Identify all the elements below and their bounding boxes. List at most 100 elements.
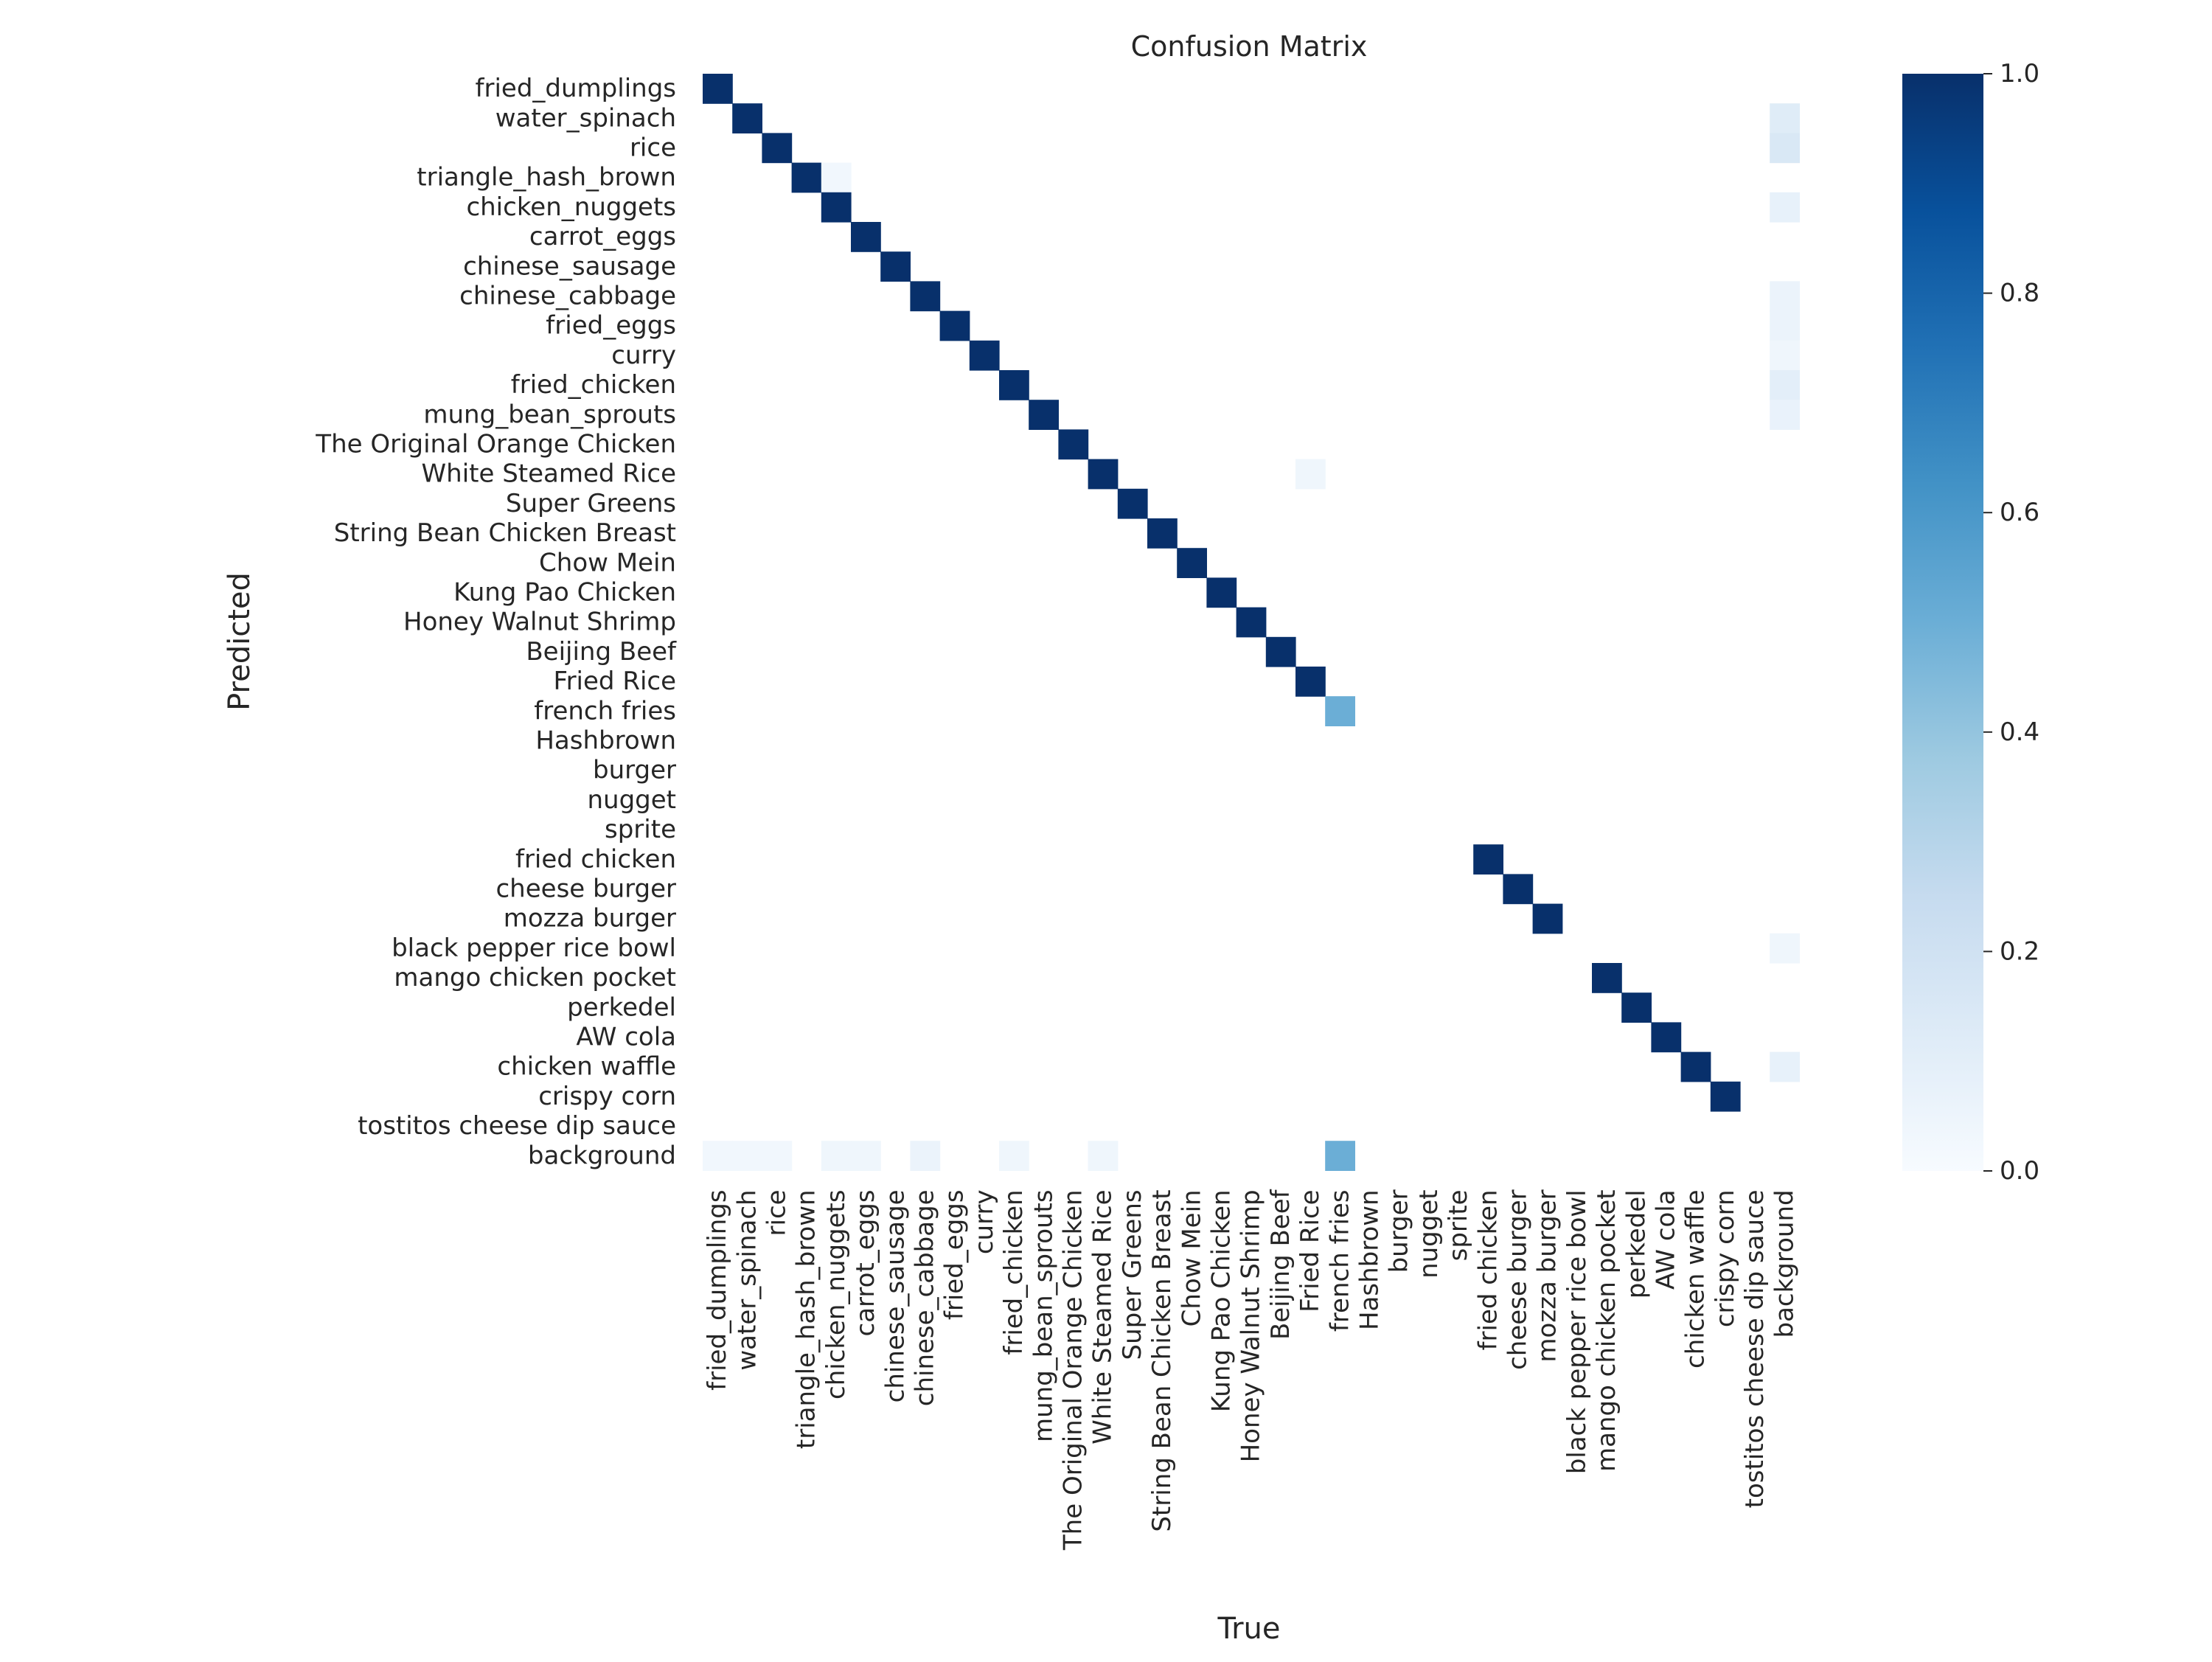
heatmap-cell-white-steamed-rice--white-steamed-rice <box>1088 459 1119 490</box>
heatmap-cell-background--rice <box>762 1141 793 1171</box>
y-tick-label: sprite <box>605 815 676 844</box>
heatmap-cell-chicken-nuggets--background <box>1770 192 1800 223</box>
x-tick-label: tostitos cheese dip sauce <box>1740 1189 1770 1508</box>
x-tick-label: fried_chicken <box>999 1189 1029 1355</box>
colorbar <box>1902 74 1983 1171</box>
heatmap-cell-triangle-hash-brown--triangle-hash-brown <box>791 162 822 193</box>
y-tick-label: chicken waffle <box>497 1052 676 1082</box>
x-tick-label: Honey Walnut Shrimp <box>1237 1189 1266 1462</box>
heatmap-cell-cheese-burger--cheese-burger <box>1503 874 1534 905</box>
colorbar-tick-label: 1.0 <box>2000 59 2039 88</box>
y-tick-label: mung_bean_sprouts <box>423 400 676 429</box>
x-tick-label: black pepper rice bowl <box>1562 1189 1592 1474</box>
heatmap-cell-mung-bean-sprouts--mung-bean-sprouts <box>1029 400 1059 430</box>
heatmap-cell-chinese-sausage--chinese-sausage <box>880 251 911 282</box>
x-tick-label: mango chicken pocket <box>1592 1189 1621 1472</box>
chart-title: Confusion Matrix <box>1131 30 1368 63</box>
y-tick-label: triangle_hash_brown <box>417 163 676 192</box>
heatmap-cell-fried-eggs--background <box>1770 310 1800 341</box>
colorbar-tick-label: 0.2 <box>2000 936 2039 966</box>
x-tick-label: chinese_cabbage <box>911 1189 940 1406</box>
heatmap-cell-honey-walnut-shrimp--honey-walnut-shrimp <box>1236 607 1267 638</box>
heatmap-cell-perkedel--perkedel <box>1621 992 1652 1023</box>
y-tick-label: AW cola <box>576 1023 676 1052</box>
heatmap-cell-background--french-fries <box>1325 1141 1355 1171</box>
heatmap-cell-background--carrot-eggs <box>851 1141 881 1171</box>
heatmap-cell-rice--rice <box>762 133 793 164</box>
x-axis-label: True <box>1217 1612 1281 1646</box>
y-axis-tick-labels: fried_dumplingswater_spinachricetriangle… <box>315 74 677 1170</box>
y-tick-label: Kung Pao Chicken <box>453 578 676 608</box>
x-tick-label: The Original Orange Chicken <box>1059 1189 1088 1551</box>
y-tick-label: White Steamed Rice <box>422 459 676 489</box>
x-tick-label: chicken waffle <box>1681 1189 1711 1369</box>
y-tick-label: background <box>528 1141 676 1170</box>
x-tick-label: chicken_nuggets <box>821 1189 851 1400</box>
y-tick-label: Chow Mein <box>539 548 676 577</box>
y-tick-label: nugget <box>587 785 676 815</box>
heatmap-cell-fried-chicken--fried-chicken <box>999 370 1029 400</box>
heatmap-cell-fried-dumplings--fried-dumplings <box>703 74 733 104</box>
x-tick-label: sprite <box>1444 1189 1473 1261</box>
x-tick-label: fried_dumplings <box>703 1189 732 1390</box>
y-tick-label: water_spinach <box>495 103 676 133</box>
y-tick-label: burger <box>593 756 676 785</box>
x-tick-label: String Bean Chicken Breast <box>1147 1189 1177 1531</box>
heatmap-cell-background--white-steamed-rice <box>1088 1141 1119 1171</box>
x-tick-label: carrot_eggs <box>851 1189 880 1336</box>
heatmap-cell-carrot-eggs--carrot-eggs <box>851 222 881 252</box>
y-tick-label: curry <box>611 341 676 370</box>
heatmap-cell-fried-chicken--background <box>1770 370 1800 400</box>
heatmap-cell-water-spinach--background <box>1770 103 1800 133</box>
colorbar-tick-label: 0.4 <box>2000 717 2039 747</box>
y-tick-label: Hashbrown <box>535 726 676 756</box>
heatmap-cell-chicken-nuggets--chicken-nuggets <box>821 192 852 223</box>
x-tick-label: Beijing Beef <box>1266 1189 1295 1340</box>
y-tick-label: chinese_cabbage <box>459 282 676 311</box>
y-tick-label: black pepper rice bowl <box>392 933 676 963</box>
y-tick-label: tostitos cheese dip sauce <box>358 1111 676 1141</box>
y-tick-label: String Bean Chicken Breast <box>334 518 676 548</box>
y-tick-label: chicken_nuggets <box>466 192 676 222</box>
colorbar-ticks: 0.0 0.2 0.4 0.6 0.8 1.0 <box>1983 59 2039 1186</box>
x-axis-tick-labels: fried_dumplings water_spinach rice triangle… <box>703 1189 1799 1551</box>
y-tick-label: Super Greens <box>506 489 676 518</box>
heatmap-cell-background--chicken-nuggets <box>821 1141 852 1171</box>
x-tick-label: triangle_hash_brown <box>792 1189 821 1449</box>
colorbar-tick-label: 0.0 <box>2000 1156 2039 1186</box>
x-tick-label: burger <box>1385 1189 1414 1273</box>
y-tick-label: chinese_sausage <box>463 251 676 281</box>
y-axis-label: Predicted <box>223 572 257 711</box>
x-tick-label: perkedel <box>1621 1189 1651 1298</box>
heatmap-cell-chinese-cabbage--chinese-cabbage <box>910 281 941 312</box>
heatmap-cell-the-original-orange-chicken--the-original-orange-chicken <box>1058 429 1089 460</box>
x-tick-label: curry <box>970 1189 999 1254</box>
x-tick-label: fried chicken <box>1473 1189 1503 1350</box>
x-tick-label: Kung Pao Chicken <box>1207 1189 1237 1412</box>
x-tick-label: rice <box>762 1189 792 1236</box>
x-tick-label: french fries <box>1325 1189 1354 1332</box>
y-tick-label: Beijing Beef <box>526 637 677 667</box>
heatmap-cell-mango-chicken-pocket--mango-chicken-pocket <box>1592 963 1622 993</box>
heatmap-cell-white-steamed-rice--fried-rice <box>1295 459 1326 490</box>
y-tick-label: fried_chicken <box>511 370 676 400</box>
heatmap-cell-chicken-waffle--chicken-waffle <box>1680 1051 1711 1082</box>
heatmap-cell-chicken-waffle--background <box>1770 1051 1800 1082</box>
y-tick-label: Fried Rice <box>554 667 677 696</box>
x-tick-label: AW cola <box>1652 1189 1681 1290</box>
heatmap-cell-background--fried-chicken <box>999 1141 1029 1171</box>
y-tick-label: fried_eggs <box>546 311 676 341</box>
x-tick-label: Fried Rice <box>1295 1189 1325 1312</box>
x-tick-label: Super Greens <box>1118 1189 1147 1360</box>
heatmap-cell-aw-cola--aw-cola <box>1651 1022 1682 1053</box>
heatmap-cells <box>703 74 1800 1171</box>
y-tick-label: rice <box>630 133 676 163</box>
x-tick-label: fried_eggs <box>940 1189 970 1320</box>
heatmap-cell-crispy-corn--crispy-corn <box>1710 1081 1741 1112</box>
heatmap-cell-fried-chicken--fried-chicken <box>1473 844 1503 875</box>
y-tick-label: fried chicken <box>515 844 676 874</box>
heatmap-cell-fried-eggs--fried-eggs <box>939 310 970 341</box>
heatmap-cell-curry--curry <box>969 340 1000 371</box>
